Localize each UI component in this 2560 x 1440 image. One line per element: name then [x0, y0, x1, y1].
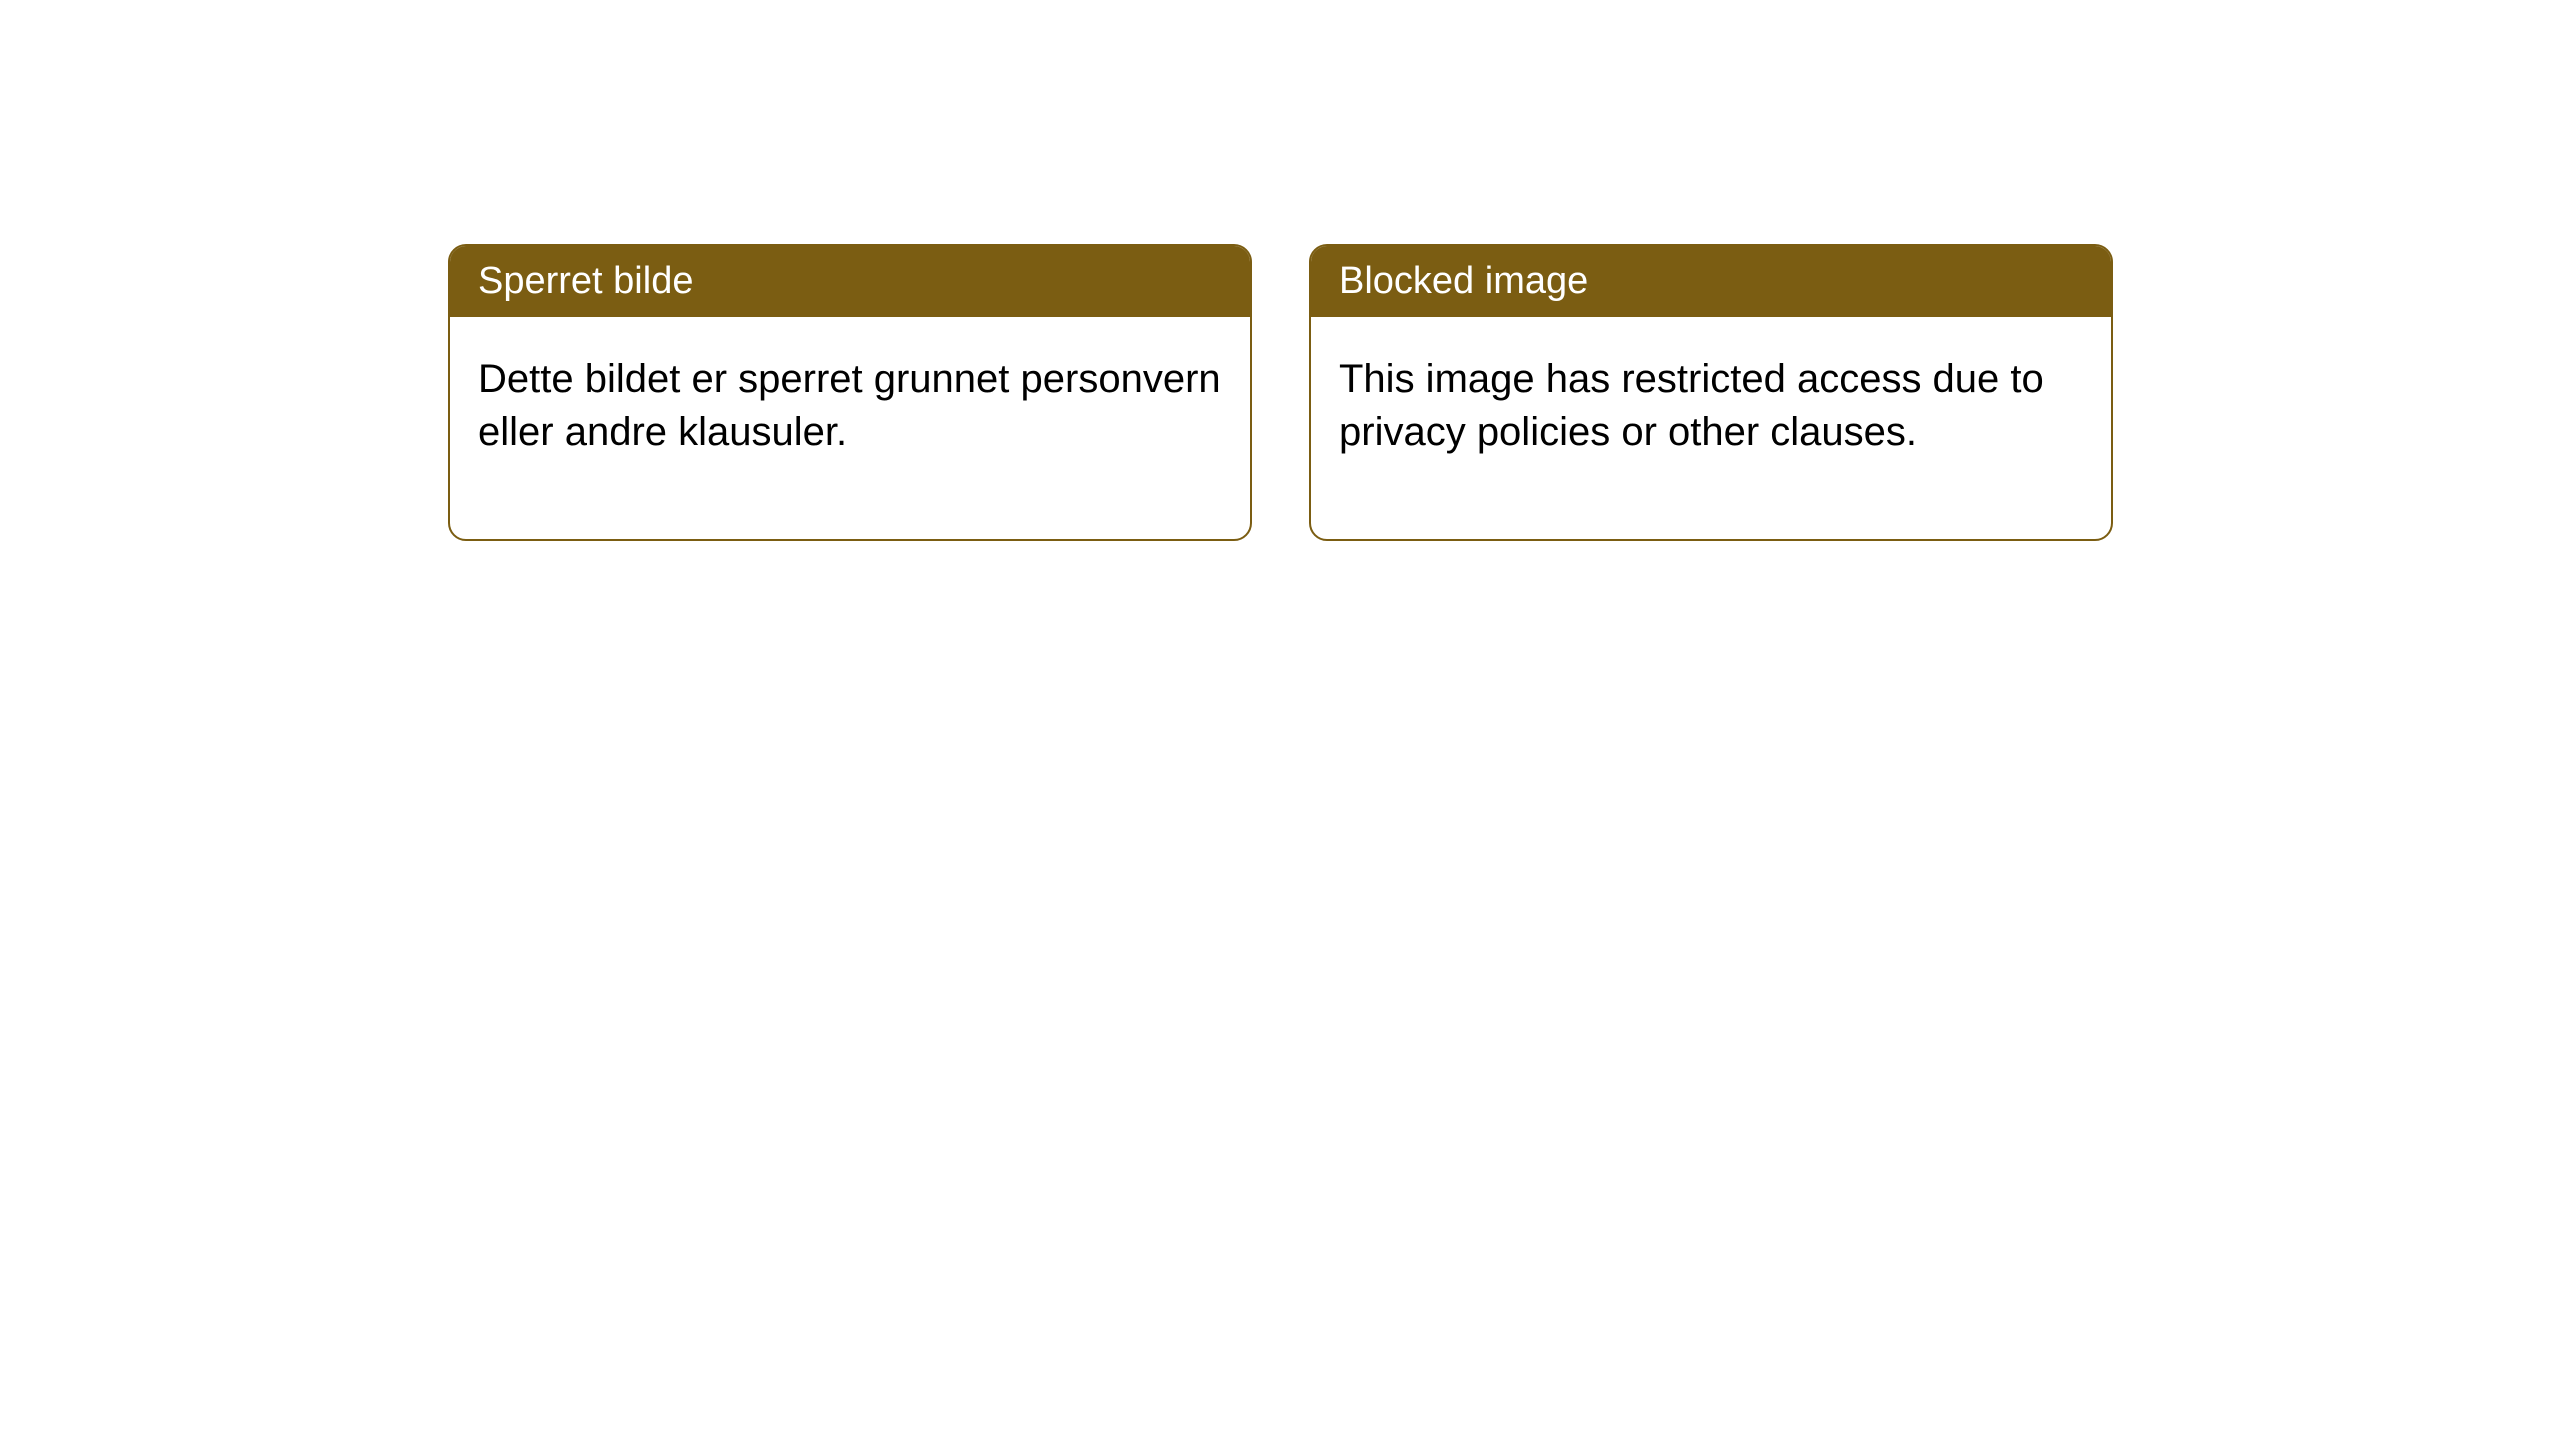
notice-title: Sperret bilde	[450, 246, 1250, 317]
notice-card-norwegian: Sperret bilde Dette bildet er sperret gr…	[448, 244, 1252, 541]
notice-title: Blocked image	[1311, 246, 2111, 317]
notice-body: Dette bildet er sperret grunnet personve…	[450, 317, 1250, 539]
notice-container: Sperret bilde Dette bildet er sperret gr…	[448, 244, 2113, 541]
notice-body: This image has restricted access due to …	[1311, 317, 2111, 539]
notice-card-english: Blocked image This image has restricted …	[1309, 244, 2113, 541]
